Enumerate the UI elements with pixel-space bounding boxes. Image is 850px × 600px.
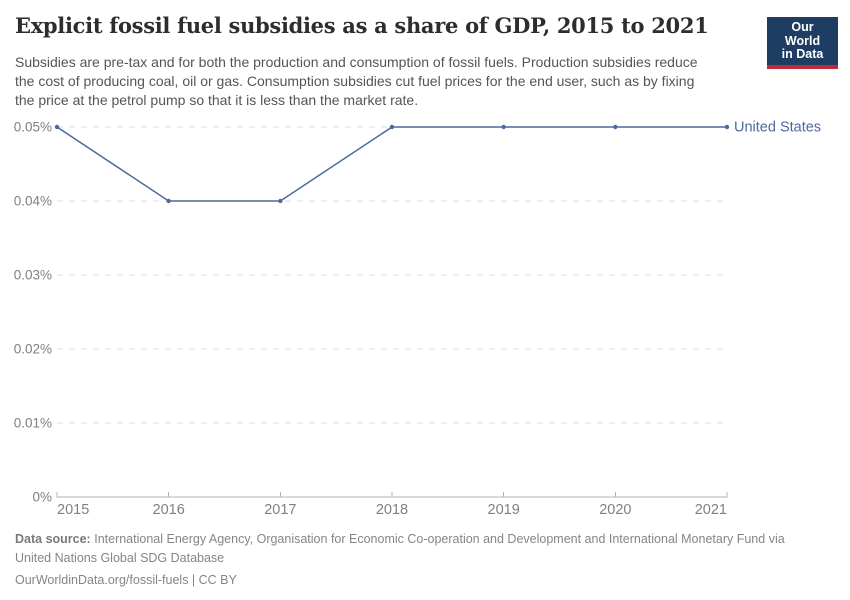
series-label[interactable]: United States bbox=[734, 120, 821, 136]
data-point-marker[interactable] bbox=[54, 124, 60, 130]
x-tick-label: 2021 bbox=[695, 502, 727, 518]
y-tick-label: 0.03% bbox=[14, 268, 52, 283]
x-tick-label: 2018 bbox=[376, 502, 408, 518]
data-source-line: Data source: International Energy Agency… bbox=[15, 530, 837, 567]
x-tick-label: 2016 bbox=[153, 502, 185, 518]
data-point-marker[interactable] bbox=[166, 198, 171, 204]
data-source-text: International Energy Agency, Organisatio… bbox=[15, 532, 785, 565]
page-title: Explicit fossil fuel subsidies as a shar… bbox=[15, 13, 709, 38]
x-tick-label: 2015 bbox=[57, 502, 89, 518]
data-point-marker[interactable] bbox=[724, 124, 730, 130]
chart-footer: Data source: International Energy Agency… bbox=[15, 530, 837, 590]
owid-logo[interactable]: Our World in Data bbox=[767, 17, 838, 69]
data-line-united-states[interactable] bbox=[56, 126, 727, 202]
data-point-marker[interactable] bbox=[613, 124, 618, 130]
y-tick-label: 0.04% bbox=[14, 194, 52, 209]
chart-subtitle: Subsidies are pre-tax and for both the p… bbox=[15, 54, 698, 108]
data-point-marker[interactable] bbox=[501, 124, 506, 130]
x-tick-label: 2017 bbox=[264, 502, 296, 518]
y-tick-label: 0.05% bbox=[14, 120, 52, 135]
x-tick-label: 2020 bbox=[599, 502, 631, 518]
y-tick-label: 0.02% bbox=[14, 342, 52, 357]
x-tick-label: 2019 bbox=[488, 502, 520, 518]
data-point-marker[interactable] bbox=[278, 198, 283, 204]
owid-logo-line2: in Data bbox=[781, 47, 824, 61]
license-line[interactable]: OurWorldinData.org/fossil-fuels | CC BY bbox=[15, 573, 237, 587]
y-tick-label: 0.01% bbox=[14, 416, 52, 431]
data-source-label: Data source: bbox=[15, 532, 91, 546]
data-point-marker[interactable] bbox=[389, 124, 395, 130]
owid-logo-line1: Our World bbox=[784, 20, 821, 48]
y-tick-label: 0% bbox=[32, 490, 52, 505]
